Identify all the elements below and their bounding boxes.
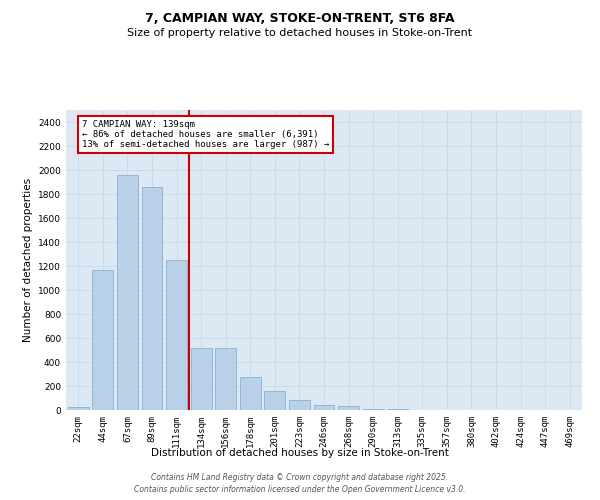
Text: Contains HM Land Registry data © Crown copyright and database right 2025.
Contai: Contains HM Land Registry data © Crown c… [134, 472, 466, 494]
Bar [215, 348, 236, 410]
Text: Distribution of detached houses by size in Stoke-on-Trent: Distribution of detached houses by size … [151, 448, 449, 458]
Text: Size of property relative to detached houses in Stoke-on-Trent: Size of property relative to detached ho… [127, 28, 473, 38]
Bar [68, 407, 89, 410]
Bar [191, 348, 212, 410]
Bar [265, 392, 286, 410]
Bar [314, 404, 334, 410]
Bar [338, 406, 359, 410]
Bar [289, 400, 310, 410]
Bar [166, 260, 187, 410]
Bar [142, 188, 163, 410]
Text: 7 CAMPIAN WAY: 139sqm
← 86% of detached houses are smaller (6,391)
13% of semi-d: 7 CAMPIAN WAY: 139sqm ← 86% of detached … [82, 120, 329, 150]
Bar [117, 175, 138, 410]
Text: 7, CAMPIAN WAY, STOKE-ON-TRENT, ST6 8FA: 7, CAMPIAN WAY, STOKE-ON-TRENT, ST6 8FA [145, 12, 455, 26]
Y-axis label: Number of detached properties: Number of detached properties [23, 178, 32, 342]
Bar [362, 409, 383, 410]
Bar [240, 377, 261, 410]
Bar [92, 270, 113, 410]
